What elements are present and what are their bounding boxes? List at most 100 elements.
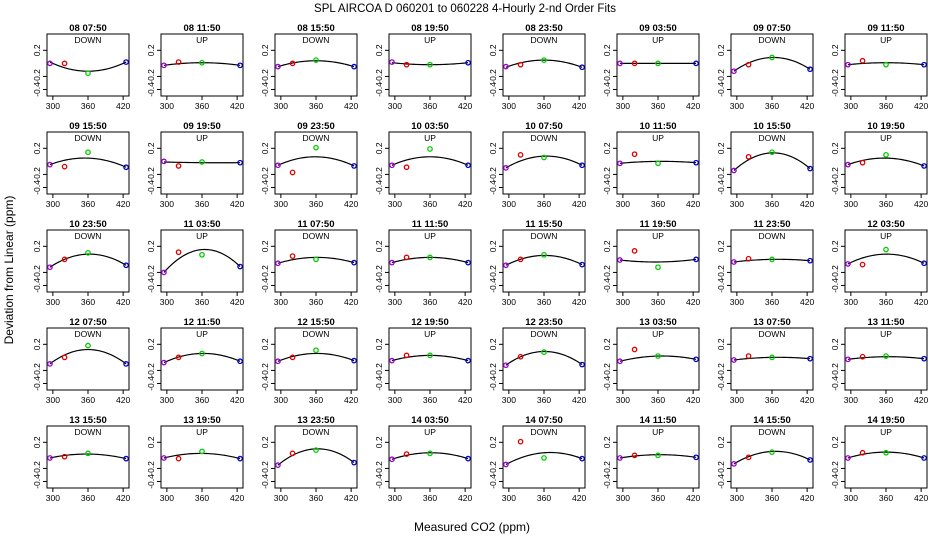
panel-title: 12 19:50: [411, 317, 449, 328]
y-tick-label: -0.2: [146, 265, 156, 280]
x-tick-label: 420: [116, 395, 130, 405]
x-tick-label: 300: [844, 199, 858, 209]
x-tick-label: 300: [616, 101, 630, 111]
data-point: [579, 361, 585, 368]
panel-direction: DOWN: [531, 427, 558, 437]
x-tick-label: 360: [879, 493, 893, 503]
y-tick-label: 0.2: [602, 142, 612, 154]
panel-title: 13 11:50: [868, 317, 905, 328]
x-tick-label: 420: [686, 395, 700, 405]
x-tick-label: 360: [651, 493, 665, 503]
x-tick-label: 360: [537, 101, 551, 111]
panel-direction: DOWN: [531, 231, 558, 241]
fit-curve: [49, 453, 127, 460]
fit-curve: [49, 157, 127, 168]
data-point: [731, 357, 737, 363]
data-point: [427, 146, 433, 152]
y-tick-label: -0.4: [146, 376, 156, 391]
x-tick-label: 300: [502, 395, 516, 405]
fit-curve: [277, 352, 355, 362]
y-tick-label: -0.2: [488, 167, 498, 182]
panel-direction: DOWN: [303, 133, 330, 143]
x-tick-label: 360: [537, 297, 551, 307]
x-tick-label: 360: [651, 297, 665, 307]
data-point: [807, 66, 813, 73]
data-point: [313, 447, 319, 453]
data-point: [389, 59, 395, 65]
panel-direction: DOWN: [75, 329, 102, 339]
panel-direction: DOWN: [75, 133, 102, 143]
data-point: [403, 164, 410, 171]
y-tick-label: -0.4: [374, 180, 384, 195]
data-point: [883, 246, 889, 253]
fit-curve: [163, 161, 241, 164]
data-point: [403, 352, 410, 359]
y-tick-label: 0.2: [146, 240, 156, 252]
data-point: [883, 61, 889, 68]
panel-direction: DOWN: [303, 35, 330, 45]
data-point: [237, 263, 243, 270]
y-tick-label: -0.2: [716, 461, 726, 476]
y-tick-label: -0.4: [830, 376, 840, 391]
data-point: [313, 144, 319, 151]
data-point: [745, 153, 752, 160]
y-tick-label: -0.2: [602, 69, 612, 84]
y-tick-label: 0.2: [488, 338, 498, 350]
y-tick-label: 0.2: [32, 142, 42, 154]
y-tick-label: 0.2: [716, 240, 726, 252]
x-tick-label: 360: [537, 395, 551, 405]
x-tick-label: 360: [537, 493, 551, 503]
data-point: [921, 61, 927, 68]
y-tick-label: 0.2: [602, 44, 612, 56]
data-point: [85, 149, 91, 156]
panel-direction: UP: [880, 133, 892, 143]
data-point: [403, 254, 410, 261]
y-tick-label: -0.4: [488, 180, 498, 195]
x-tick-label: 300: [844, 493, 858, 503]
data-point: [465, 59, 471, 66]
y-tick-label: -0.2: [32, 69, 42, 84]
data-point: [351, 63, 357, 70]
panel-title: 10 03:50: [411, 121, 449, 132]
panel-direction: UP: [424, 427, 436, 437]
data-point: [693, 454, 699, 461]
panel-direction: DOWN: [531, 329, 558, 339]
x-tick-label: 420: [800, 493, 814, 503]
data-point: [731, 259, 737, 265]
data-point: [403, 61, 410, 68]
y-tick-label: -0.4: [374, 82, 384, 97]
data-point: [47, 60, 53, 67]
y-tick-label: -0.2: [716, 69, 726, 84]
x-tick-label: 300: [274, 101, 288, 111]
x-tick-label: 420: [686, 493, 700, 503]
data-point: [61, 163, 68, 170]
x-tick-label: 360: [879, 199, 893, 209]
y-tick-label: -0.4: [830, 278, 840, 293]
x-tick-label: 420: [230, 101, 244, 111]
data-point: [427, 61, 433, 68]
y-tick-label: 0.2: [374, 44, 384, 56]
y-tick-label: 0.2: [374, 436, 384, 448]
panel-direction: DOWN: [303, 329, 330, 339]
data-point: [617, 455, 623, 461]
y-tick-label: -0.2: [260, 69, 270, 84]
x-tick-label: 360: [765, 199, 779, 209]
panel-direction: UP: [424, 329, 436, 339]
fit-curve: [619, 258, 697, 263]
y-tick-label: -0.4: [716, 82, 726, 97]
y-tick-label: 0.2: [830, 240, 840, 252]
x-tick-label: 300: [160, 199, 174, 209]
data-point: [175, 59, 182, 65]
y-tick-label: -0.2: [374, 363, 384, 378]
y-tick-label: -0.2: [830, 363, 840, 378]
data-point: [47, 455, 53, 461]
